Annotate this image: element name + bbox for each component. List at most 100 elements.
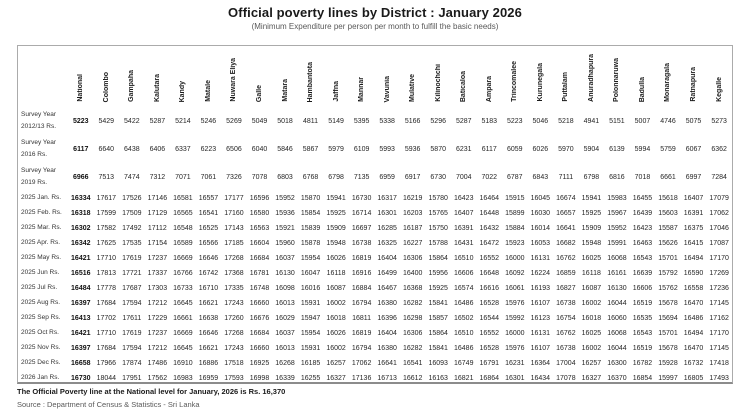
table-row-survey-year-2019-rs: Survey Year 2019 Rs. 6966 7513 7474 7312 7071…	[18, 163, 732, 191]
cell-puttalam: 17078	[556, 375, 576, 382]
row-label: 2025 Feb. Rs.	[21, 209, 62, 217]
cell-jaffna: 15948	[326, 240, 346, 247]
cell-nuwara-eliya: 17260	[224, 315, 244, 322]
cell-ratnapura: 16732	[683, 360, 704, 367]
cell-nuwara-eliya: 17160	[224, 210, 244, 217]
cell-puttalam: 16674	[556, 195, 576, 202]
cell-kegalle: 17062	[709, 210, 729, 217]
cell-trincomalee: 16231	[505, 360, 525, 367]
cell-mannar: 16819	[351, 255, 372, 262]
cell-badulla: 16639	[632, 270, 653, 277]
cell-colombo: 17684	[96, 300, 117, 307]
row-label: Survey Year 2019 Rs.	[21, 166, 57, 186]
cell-kegalle: 17162	[709, 315, 729, 322]
cell-matale: 16638	[198, 315, 219, 322]
cell-national: 16334	[71, 195, 91, 202]
cell-kegalle: 17145	[709, 300, 729, 307]
cell-polonnaruwa: 16300	[607, 360, 627, 367]
cell-ampara: 16544	[479, 315, 499, 322]
cell-badulla: 7018	[634, 173, 651, 181]
cell-ampara: 16552	[479, 255, 499, 262]
cell-kilinochchi: 15864	[428, 330, 448, 337]
cell-hambantota: 15931	[300, 300, 321, 307]
cell-kalutara: 17237	[147, 255, 168, 262]
cell-baticaloa: 16502	[454, 315, 474, 322]
cell-ratnapura: 16470	[683, 300, 704, 307]
cell-colombo: 17684	[96, 345, 117, 352]
cell-matale: 16959	[198, 375, 219, 382]
cell-ratnapura: 16494	[683, 255, 704, 262]
cell-badulla: 5994	[634, 145, 651, 153]
cell-mulative: 16612	[402, 375, 423, 382]
column-header-label: Colombo	[102, 71, 110, 102]
cell-nuwara-eliya: 17335	[224, 285, 244, 292]
cell-gampaha: 17611	[122, 315, 142, 322]
column-header-kandy: Kandy	[170, 46, 196, 107]
row-label: 2025 Jul Rs.	[21, 284, 58, 292]
cell-anuradhapura: 15941	[581, 195, 602, 202]
cell-trincomalee: 16000	[505, 255, 525, 262]
cell-galle: 16781	[249, 270, 270, 277]
cell-mannar: 16819	[351, 330, 372, 337]
cell-mulative: 5936	[404, 145, 421, 153]
cell-monaragala: 6661	[660, 173, 676, 181]
cell-vavunia: 16285	[377, 225, 397, 232]
poverty-lines-table: National Colombo Gampaha Kalutara Kandy Matal…	[18, 46, 732, 386]
cell-kurunegala: 16030	[530, 210, 551, 217]
cell-ratnapura: 16486	[683, 315, 704, 322]
cell-baticaloa: 16391	[454, 225, 474, 232]
cell-ratnapura: 16470	[683, 345, 704, 352]
cell-nuwara-eliya: 17518	[224, 360, 244, 367]
cell-matara: 16029	[275, 315, 295, 322]
column-header-kurunegala: Kurunegala	[528, 46, 554, 107]
cell-kegalle: 17418	[709, 360, 729, 367]
cell-galle: 16563	[249, 225, 270, 232]
column-header-kilinochchi: Kilinochchi	[425, 46, 451, 107]
cell-anuradhapura: 16002	[581, 300, 602, 307]
cell-kandy: 7071	[175, 173, 191, 181]
column-header-label: Hambantota	[307, 61, 315, 102]
cell-mulative: 6917	[404, 173, 421, 181]
row-label: 2025 Apr. Rs.	[21, 239, 61, 247]
cell-matara: 16130	[275, 270, 295, 277]
column-header-kalutara: Kalutara	[145, 46, 171, 107]
cell-vavunia: 16380	[377, 300, 397, 307]
column-header-matale: Matale	[196, 46, 222, 107]
cell-gampaha: 17721	[122, 270, 142, 277]
cell-kurunegala: 16045	[530, 195, 551, 202]
cell-colombo: 17813	[96, 270, 117, 277]
cell-gampaha: 17951	[122, 375, 142, 382]
cell-puttalam: 17004	[556, 360, 576, 367]
cell-vavunia: 16317	[377, 195, 397, 202]
cell-ratnapura: 5075	[685, 117, 702, 125]
cell-nuwara-eliya: 17368	[224, 270, 244, 277]
cell-trincomalee: 15976	[505, 345, 525, 352]
cell-kegalle: 17170	[709, 255, 729, 262]
cell-national: 16421	[71, 255, 91, 262]
cell-vavunia: 16325	[377, 240, 397, 247]
cell-monaragala: 15678	[658, 300, 678, 307]
cell-mulative: 5166	[404, 117, 421, 125]
cell-gampaha: 6438	[124, 145, 140, 153]
cell-kalutara: 17212	[147, 300, 168, 307]
cell-kegalle: 17079	[709, 195, 729, 202]
cell-kalutara: 17112	[147, 225, 167, 232]
table-row-2025-sep-rs: 2025 Sep Rs. 16413 17702 17611 17229 16661 166…	[18, 311, 732, 326]
cell-mulative: 16541	[402, 360, 423, 367]
cell-kegalle: 7284	[711, 173, 727, 181]
cell-polonnaruwa: 16044	[607, 345, 627, 352]
cell-mulative: 16282	[402, 345, 423, 352]
cell-polonnaruwa: 16161	[607, 270, 627, 277]
cell-kalutara: 7312	[149, 173, 166, 181]
cell-kegalle: 17269	[709, 270, 729, 277]
cell-ratnapura: 16494	[683, 330, 704, 337]
cell-national: 16342	[71, 240, 91, 247]
cell-puttalam: 16682	[556, 240, 576, 247]
cell-mulative: 16282	[402, 300, 423, 307]
cell-national: 16302	[71, 225, 91, 232]
cell-jaffna: 15925	[326, 210, 346, 217]
cell-colombo: 17778	[96, 285, 117, 292]
cell-baticaloa: 16423	[454, 195, 474, 202]
cell-matale: 16710	[198, 285, 219, 292]
cell-kurunegala: 16053	[530, 240, 551, 247]
